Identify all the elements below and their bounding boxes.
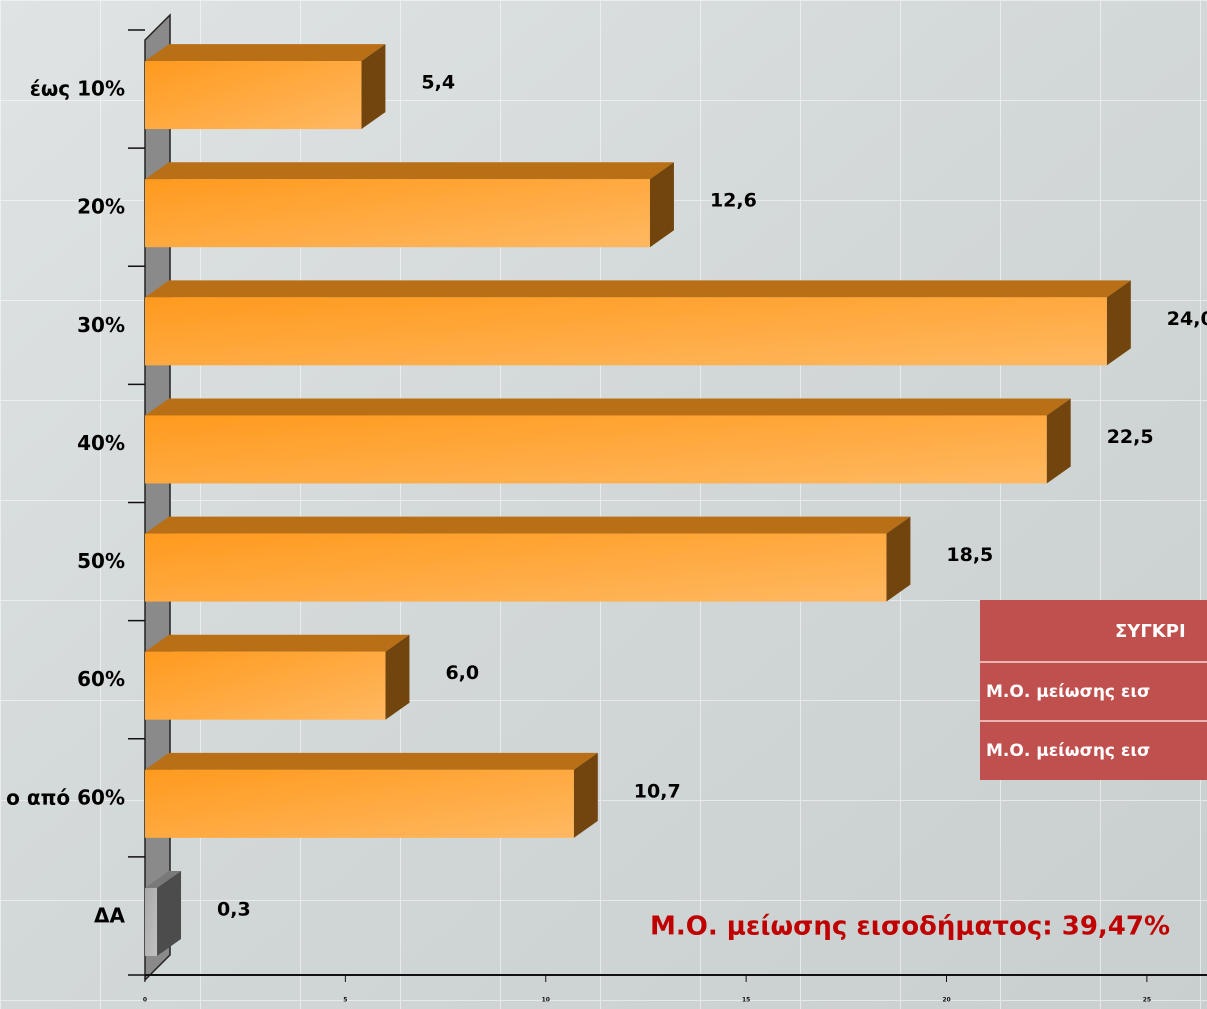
y-tick-label: 40% [77,431,125,455]
y-tick-label: 30% [77,313,125,337]
y-tick-label: 20% [77,195,125,219]
bar-top [145,398,1071,415]
y-tick-label: 60% [77,667,125,691]
bar-shine [145,297,1107,365]
y-tick-label: ΔΑ [94,903,125,927]
data-label: 12,6 [710,190,757,212]
bar-top [145,635,409,652]
data-label: 10,7 [634,780,681,802]
data-label: 24,0 [1167,308,1207,330]
x-tick-label: 15 [742,997,750,1004]
table-header: ΣΥΓΚΡΙ [1115,621,1186,642]
bar-shine [145,888,157,956]
bar-shine [145,652,385,720]
bar-shine [145,415,1047,483]
bar-shine [145,770,574,838]
bar-shine [145,61,361,129]
data-label: 0,3 [217,898,251,920]
x-tick-label: 25 [1143,997,1151,1004]
bar-top [145,753,598,770]
x-tick-label: 0 [143,997,147,1004]
bar-shine [145,534,886,602]
y-tick-label: ο από 60% [6,785,125,809]
table-cell: Μ.Ο. μείωσης εισ [986,741,1150,761]
y-tick-label: 50% [77,549,125,573]
data-label: 22,5 [1107,426,1154,448]
background-grid [0,0,1207,1009]
x-tick-label: 20 [942,997,950,1004]
data-label: 6,0 [445,662,479,684]
table-cell: Μ.Ο. μείωσης εισ [986,682,1150,702]
annotation: Μ.Ο. μείωσης εισοδήματος: 39,47% [650,912,1170,942]
data-label: 18,5 [946,544,993,566]
bar-top [145,44,385,61]
bar-top [145,280,1131,297]
bar-shine [145,179,650,247]
x-tick-label: 10 [542,997,550,1004]
data-label: 5,4 [421,72,455,94]
chart: ΣΥΓΚΡΙ Μ.Ο. μείωσης εισ Μ.Ο. μείωσης εισ… [0,0,1207,1009]
bar-top [145,162,674,179]
bar-top [145,517,910,534]
x-tick-label: 5 [343,997,347,1004]
y-tick-label: έως 10% [30,77,125,101]
page: {"chart_data": {"type": "bar3d-horizonta… [0,0,1207,1009]
